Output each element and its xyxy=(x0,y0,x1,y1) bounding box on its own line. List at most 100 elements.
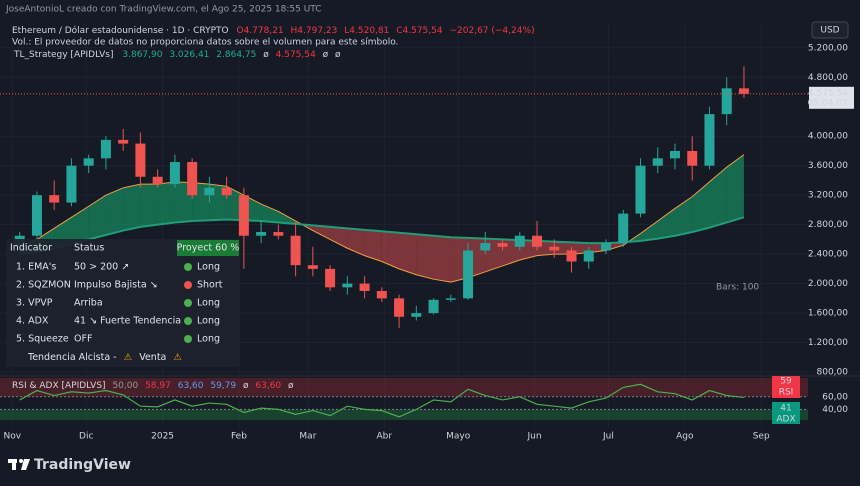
x-tick-label: Jun xyxy=(527,432,542,442)
symbol: Ethereum / Dólar estadounidense · 1D · C… xyxy=(12,25,229,36)
price-tag-value: 4.575,54 xyxy=(808,88,848,98)
adx-value: 41 xyxy=(780,404,791,414)
strategy-legend: TL_Strategy [APIDLVs] 3.867,90 3.026,41 … xyxy=(13,50,341,60)
candle-body xyxy=(618,213,629,244)
y-tick-label: 2.000,00 xyxy=(808,279,848,289)
candle-body xyxy=(307,265,318,269)
action: Venta xyxy=(139,352,166,363)
strategy-value: 3.026,41 xyxy=(169,50,209,60)
strategy-value: ø xyxy=(323,50,329,60)
y-tick-label: 3.600,00 xyxy=(808,161,848,171)
warning: ⚠ xyxy=(124,352,133,363)
adx-label: ADX xyxy=(776,415,795,425)
candle-body xyxy=(100,139,111,159)
candle-body xyxy=(83,158,94,166)
ribbon xyxy=(71,206,89,244)
status: OFF xyxy=(74,334,92,345)
logo-mark xyxy=(19,459,23,463)
strategy-value: 2.864,75 xyxy=(216,50,256,60)
candle-body xyxy=(169,162,180,185)
price-tag xyxy=(809,86,854,109)
x-tick-label: Sep xyxy=(753,432,770,442)
rsi-label: RSI xyxy=(779,388,794,398)
rsi-legend-value: ø xyxy=(288,381,294,391)
candle-body xyxy=(290,235,301,266)
table-header: Indicator xyxy=(10,243,52,254)
candle-body xyxy=(532,235,543,247)
candle-body xyxy=(118,139,129,144)
ribbon xyxy=(330,226,348,249)
strategy-value: 3.867,90 xyxy=(122,50,162,60)
candle-body xyxy=(376,290,387,299)
table-header: Proyect 60 % xyxy=(177,243,240,254)
candle-body xyxy=(221,187,232,196)
candle-body xyxy=(704,114,715,166)
signal-dot xyxy=(184,335,192,343)
volume-note: Vol.: El proveedor de datos no proporcio… xyxy=(12,38,398,48)
candle-body xyxy=(238,195,249,236)
strategy-value: ø xyxy=(335,50,341,60)
y-tick-label: 4.800,00 xyxy=(808,73,848,83)
rsi-legend: RSI & ADX [APIDLVS] 50,00 58,97 63,60 59… xyxy=(12,381,294,391)
candle-body xyxy=(66,165,77,203)
ribbon xyxy=(364,229,382,262)
countdown: 05:04:07 xyxy=(808,98,848,108)
x-tick-label: Mayo xyxy=(446,432,471,442)
warning: ⚠ xyxy=(173,352,182,363)
candle-body xyxy=(652,158,663,166)
currency-button[interactable] xyxy=(811,21,849,39)
x-tick-label: Ago xyxy=(676,432,694,442)
x-tick-label: Nov xyxy=(4,432,22,442)
ribbon xyxy=(433,235,451,283)
ribbon xyxy=(123,184,141,231)
indicator: 5. Squeeze xyxy=(16,334,69,345)
candle-body xyxy=(428,299,439,314)
ribbon xyxy=(105,187,124,235)
ribbon xyxy=(312,225,331,240)
signal-dot xyxy=(184,299,192,307)
rsi-badge xyxy=(772,376,800,398)
rsi-value: 59 xyxy=(780,377,792,387)
symbol-legend: Ethereum / Dólar estadounidense · 1D · C… xyxy=(12,25,535,36)
x-tick-label: Feb xyxy=(231,432,247,442)
y-tick-label: 4.000,00 xyxy=(808,132,848,142)
candle-body xyxy=(31,195,42,236)
x-tick-label: Dic xyxy=(79,432,93,442)
candle-body xyxy=(601,243,611,251)
candle-body xyxy=(152,176,163,185)
candle-body xyxy=(738,88,749,94)
indicator: 1. EMA's xyxy=(16,262,56,273)
signal: Long xyxy=(197,298,220,309)
logo-mark xyxy=(12,459,16,470)
signal: Long xyxy=(197,316,220,327)
logo-text: TradingView xyxy=(34,457,131,473)
signal: Short xyxy=(197,280,223,291)
rsi-legend-value: 50,00 xyxy=(112,381,138,391)
adx-badge xyxy=(772,402,800,424)
candle-body xyxy=(187,162,198,196)
candle-body xyxy=(463,250,474,299)
ribbon xyxy=(709,167,727,228)
signal-dot xyxy=(184,281,192,289)
y-tick-label: 800,00 xyxy=(817,368,849,378)
strategy-value: 4.575,54 xyxy=(276,50,316,60)
signal: Long xyxy=(197,334,220,345)
y-tick-label: 1.200,00 xyxy=(808,338,848,348)
rsi-legend-value: 58,97 xyxy=(145,381,171,391)
y-tick-label: 2.400,00 xyxy=(808,250,848,260)
currency[interactable]: USD xyxy=(820,26,839,36)
x-tick-label: Abr xyxy=(377,432,393,442)
rsi-pane: 60,00 40,00 xyxy=(0,375,860,420)
candle-body xyxy=(669,150,680,159)
signal-dot xyxy=(184,263,192,271)
ribbon xyxy=(640,220,658,241)
y-tick-label: 2.800,00 xyxy=(808,220,848,230)
overbought-zone xyxy=(0,378,808,397)
ribbon xyxy=(381,231,400,269)
candle-body xyxy=(256,232,267,236)
rsi-title: RSI & ADX [APIDLVS] xyxy=(12,381,106,391)
ribbon xyxy=(657,208,675,239)
ribbon xyxy=(278,211,296,224)
table-footer: Tendencia Alcista - ⚠ Venta ⚠ xyxy=(27,352,182,363)
